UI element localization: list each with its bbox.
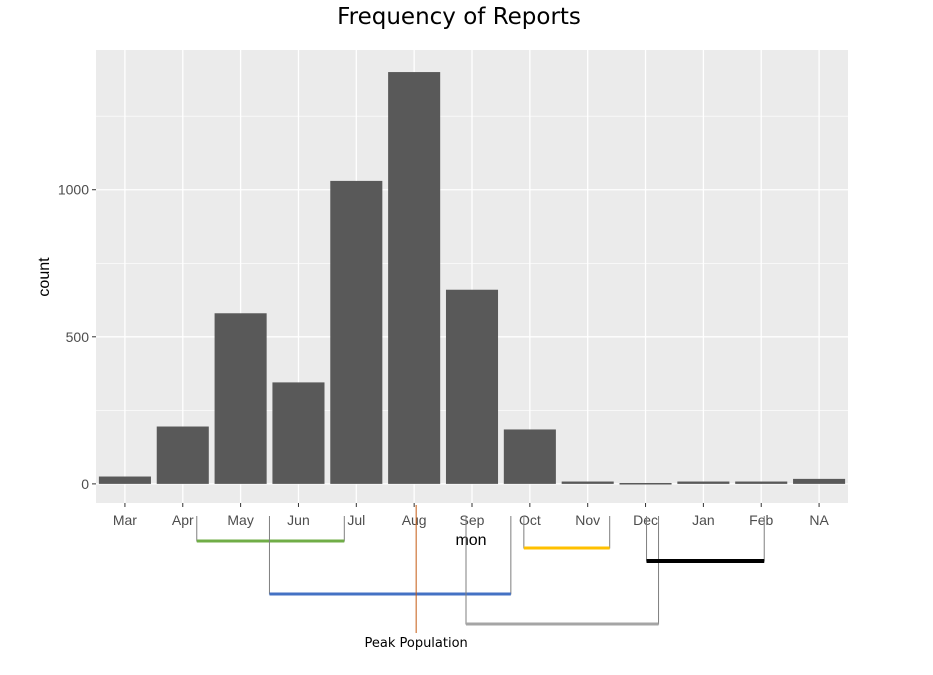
y-tick-label: 1000 [58,182,89,198]
x-tick-label-may: May [227,512,253,528]
x-tick-label-oct: Oct [519,512,541,528]
x-tick-label-na: NA [809,512,829,528]
x-axis-title: mon [455,532,486,549]
x-tick-label-jul: Jul [347,512,365,528]
x-axis: Mar Apr May Jun Jul Aug Sep Oct Nov Dec Jan Feb NA [113,503,829,528]
bar-aug [388,72,441,484]
y-tick-label: 500 [66,329,90,345]
bar-dec [619,482,672,485]
x-tick-label-jun: Jun [287,512,310,528]
bar-may [214,313,267,484]
x-tick-label-nov: Nov [575,512,600,528]
bars [98,72,846,485]
bar-apr [156,426,209,484]
bar-mar [98,476,151,484]
annotation-bracket-outline [465,516,660,625]
annotation-label: Peak Population [364,636,467,651]
x-tick-label-feb: Feb [749,512,773,528]
y-tick-label: 0 [81,476,89,492]
x-tick-label-jan: Jan [692,512,715,528]
bar-jul [330,180,383,484]
x-tick-label-aug: Aug [402,512,427,528]
bar-oct [503,429,556,484]
x-tick-label-sep: Sep [460,512,485,528]
x-tick-label-dec: Dec [633,512,658,528]
y-axis: 0 500 1000 [58,182,96,492]
bar-jan [677,481,730,484]
bar-nov [561,481,614,484]
annotation-bracket-outline [196,516,345,542]
y-axis-title: count [36,257,53,297]
bar-sep [445,289,499,484]
annotations: Peak Population [196,505,765,651]
x-tick-label-apr: Apr [172,512,194,528]
chart-title: Frequency of Reports [337,4,581,30]
x-tick-label-mar: Mar [113,512,137,528]
bar-na [793,478,846,484]
bar-jun [272,382,325,484]
bar-feb [735,481,788,484]
